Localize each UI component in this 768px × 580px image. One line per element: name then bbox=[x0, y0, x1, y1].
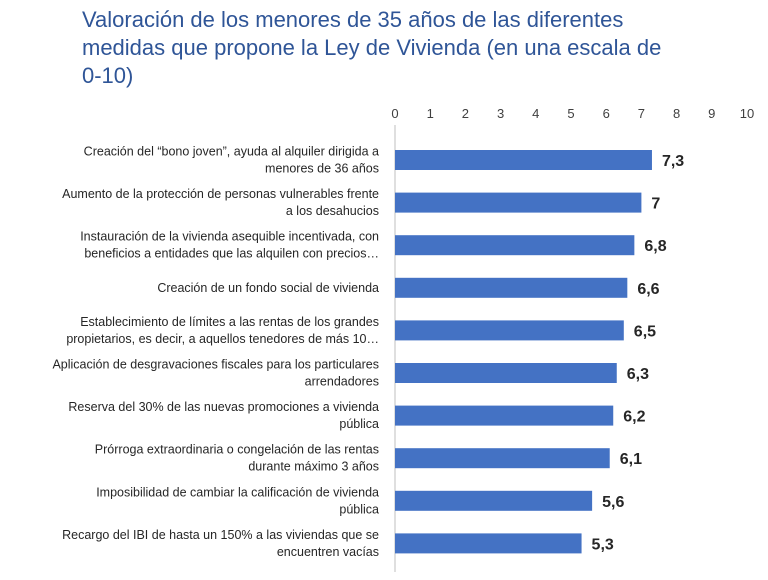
x-tick-label: 10 bbox=[740, 106, 754, 121]
x-tick-label: 4 bbox=[532, 106, 539, 121]
chart-title: Valoración de los menores de 35 años de … bbox=[82, 7, 662, 88]
category-label: Aumento de la protección de personas vul… bbox=[62, 187, 379, 201]
category-label: arrendadores bbox=[305, 375, 379, 389]
category-label: pública bbox=[339, 502, 379, 516]
category-label: Creación del “bono joven”, ayuda al alqu… bbox=[84, 145, 379, 159]
category-label: Instauración de la vivienda asequible in… bbox=[80, 230, 379, 244]
bar bbox=[395, 490, 593, 511]
category-label: beneficios a entidades que las alquilen … bbox=[84, 247, 379, 261]
x-tick-label: 9 bbox=[708, 106, 715, 121]
x-tick-label: 1 bbox=[427, 106, 434, 121]
category-label: Imposibilidad de cambiar la calificación… bbox=[96, 485, 379, 499]
value-label: 6,3 bbox=[627, 366, 649, 383]
value-label: 5,6 bbox=[602, 494, 624, 511]
category-label: Recargo del IBI de hasta un 150% a las v… bbox=[62, 528, 379, 542]
category-label: Creación de un fondo social de vivienda bbox=[157, 281, 379, 295]
value-label: 6,8 bbox=[644, 238, 666, 255]
bar bbox=[395, 405, 614, 426]
value-label: 6,5 bbox=[634, 323, 656, 340]
category-label: Aplicación de desgravaciones fiscales pa… bbox=[52, 358, 379, 372]
category-label: durante máximo 3 años bbox=[248, 460, 379, 474]
category-label: Establecimiento de límites a las rentas … bbox=[80, 315, 379, 329]
category-label: Reserva del 30% de las nuevas promocione… bbox=[68, 400, 379, 414]
x-tick-label: 0 bbox=[391, 106, 398, 121]
category-label: menores de 36 años bbox=[265, 162, 379, 176]
x-tick-label: 2 bbox=[462, 106, 469, 121]
category-label: encuentren vacías bbox=[277, 545, 379, 559]
bar bbox=[395, 235, 635, 256]
bar bbox=[395, 448, 610, 469]
value-label: 7 bbox=[651, 196, 660, 213]
bar bbox=[395, 363, 617, 383]
x-tick-label: 5 bbox=[567, 106, 574, 121]
category-label: pública bbox=[339, 417, 379, 431]
category-label: Prórroga extraordinaria o congelación de… bbox=[95, 443, 379, 457]
x-tick-label: 3 bbox=[497, 106, 504, 121]
bar bbox=[395, 533, 582, 554]
x-tick-label: 6 bbox=[603, 106, 610, 121]
value-label: 6,2 bbox=[623, 409, 645, 426]
value-label: 5,3 bbox=[592, 536, 614, 553]
value-label: 6,1 bbox=[620, 451, 642, 468]
bar bbox=[395, 320, 624, 341]
category-label: propietarios, es decir, a aquellos tened… bbox=[66, 332, 379, 346]
value-label: 7,3 bbox=[662, 153, 684, 170]
value-label: 6,6 bbox=[637, 281, 659, 298]
category-label: a los desahucios bbox=[286, 204, 379, 218]
x-tick-label: 7 bbox=[638, 106, 645, 121]
bar bbox=[395, 192, 642, 213]
x-tick-label: 8 bbox=[673, 106, 680, 121]
bar bbox=[395, 277, 628, 298]
bar bbox=[395, 150, 652, 170]
